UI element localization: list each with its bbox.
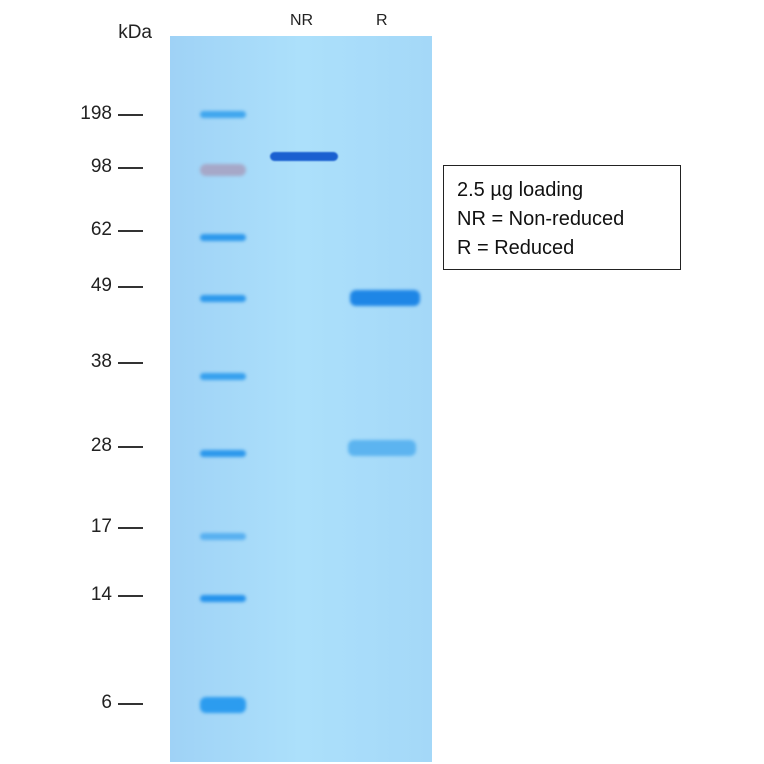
band-r-light-chain xyxy=(348,440,416,456)
marker-tick xyxy=(118,114,143,116)
marker-label: 28 xyxy=(90,435,112,456)
legend-box: 2.5 µg loading NR = Non-reduced R = Redu… xyxy=(443,165,681,270)
marker-tick xyxy=(118,230,143,232)
marker-label: 38 xyxy=(90,351,112,372)
band-r-heavy-chain xyxy=(350,290,420,306)
marker-label: 62 xyxy=(90,219,112,240)
marker-tick xyxy=(118,595,143,597)
marker-tick xyxy=(118,167,143,169)
marker-tick xyxy=(118,527,143,529)
marker-tick xyxy=(118,703,143,705)
marker-label: 98 xyxy=(90,156,112,177)
legend-line: R = Reduced xyxy=(457,237,575,259)
ladder-band xyxy=(200,164,246,176)
legend-line: NR = Non-reduced xyxy=(457,208,625,230)
ladder-band xyxy=(200,697,246,713)
marker-tick xyxy=(118,446,143,448)
ladder-band xyxy=(200,233,246,241)
marker-tick xyxy=(118,286,143,288)
marker-label: 6 xyxy=(101,692,112,713)
lane-label-r: R xyxy=(376,12,388,29)
legend-line: 2.5 µg loading xyxy=(457,179,584,201)
ladder-band xyxy=(200,449,246,457)
unit-label: kDa xyxy=(118,22,152,43)
marker-label: 49 xyxy=(90,275,112,296)
ladder-band xyxy=(200,594,246,602)
lane-label-nr: NR xyxy=(290,12,314,29)
band-nr-main xyxy=(270,152,338,161)
marker-label: 14 xyxy=(90,584,112,605)
ladder-band xyxy=(200,372,246,380)
gel-image xyxy=(170,36,432,762)
ladder-band xyxy=(200,294,246,302)
marker-label: 17 xyxy=(90,516,112,537)
ladder-band xyxy=(200,532,246,540)
marker-tick xyxy=(118,362,143,364)
ladder-band xyxy=(200,110,246,118)
marker-label: 198 xyxy=(80,103,112,124)
